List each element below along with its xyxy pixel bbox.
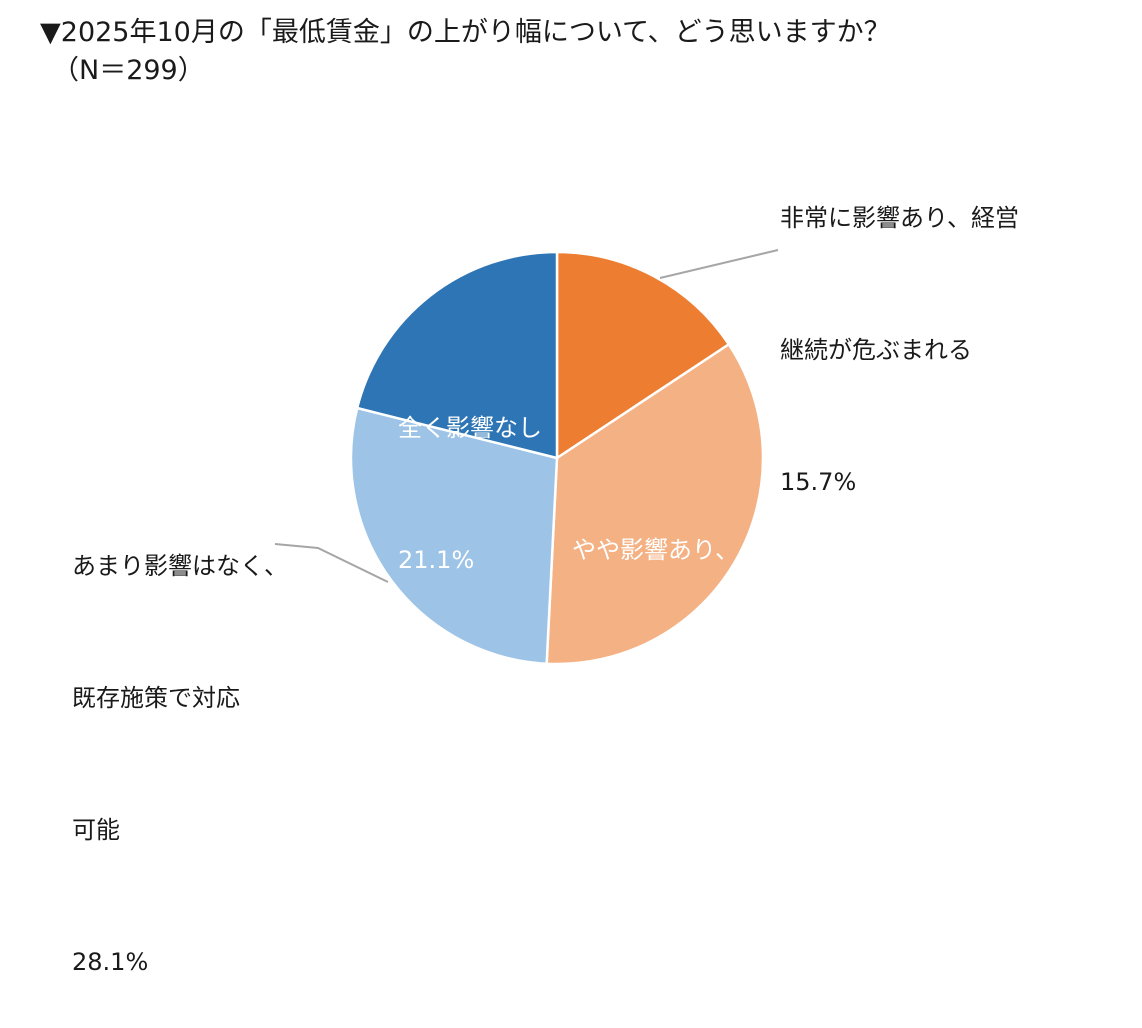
slice-label-3-line-2: 既存施策で対応 <box>72 684 240 712</box>
title-line-1: ▼2025年10月の「最低賃金」の上がり幅について、どう思いますか？ <box>40 17 891 48</box>
pie-slice-4 <box>355 250 559 460</box>
slice-label-2: やや影響あり、 追加施策が必 要 35.1% <box>572 440 739 1012</box>
pie-slice-3 <box>349 406 559 666</box>
pie-chart <box>274 249 779 666</box>
chart-title: ▼2025年10月の「最低賃金」の上がり幅について、どう思いますか？ （N＝299… <box>40 14 891 90</box>
slice-value-3: 28.1% <box>72 948 149 976</box>
pie-slice-2 <box>545 342 765 666</box>
pie-slice-1 <box>555 250 731 461</box>
slice-label-1-line-2: 継続が危ぶまれる <box>780 336 972 364</box>
slice-value-1: 15.7% <box>780 468 857 496</box>
slice-label-1: 非常に影響あり、経営 継続が危ぶまれる 15.7% <box>780 108 1019 548</box>
leader-line-slice-1 <box>659 249 779 279</box>
slice-label-4-line-1: 全く影響なし <box>398 414 542 442</box>
slice-label-2-line-3: 要 <box>572 800 596 828</box>
slice-label-3-line-1: あまり影響はなく、 <box>72 552 288 580</box>
slice-value-2: 35.1% <box>572 932 649 960</box>
title-line-2: （N＝299） <box>52 55 205 86</box>
slice-label-3-line-3: 可能 <box>72 816 120 844</box>
slice-label-1-line-1: 非常に影響あり、経営 <box>780 204 1020 232</box>
slice-value-4: 21.1% <box>398 546 475 574</box>
slice-label-2-line-2: 追加施策が必 <box>572 668 716 696</box>
leader-line-slice-3 <box>274 543 389 583</box>
slice-label-4: 全く影響なし 21.1% <box>398 318 542 626</box>
slice-label-3: あまり影響はなく、 既存施策で対応 可能 28.1% <box>72 456 288 1028</box>
slice-label-2-line-1: やや影響あり、 <box>572 536 740 564</box>
